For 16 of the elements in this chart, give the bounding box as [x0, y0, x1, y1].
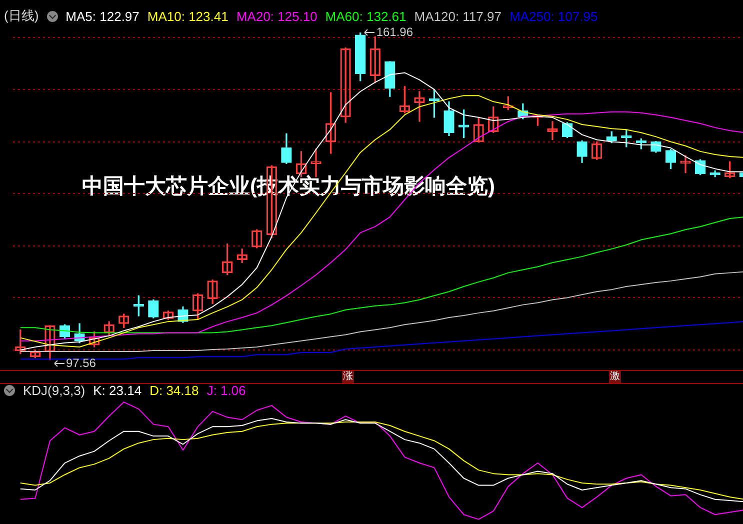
chart-title: KDJ(9,3,3): [23, 383, 86, 398]
text: 激: [609, 371, 621, 383]
annotation: 97.56: [66, 356, 96, 370]
chart-subtitle: (日线): [4, 7, 39, 25]
text: 涨: [342, 371, 354, 383]
text: MA250: 107.95: [509, 8, 598, 24]
text: MA10: 123.41: [147, 8, 228, 24]
text: MA20: 125.10: [236, 8, 318, 24]
text: MA60: 132.61: [325, 8, 406, 24]
annotation: 161.96: [376, 25, 414, 40]
candlestick: [680, 155, 691, 174]
series-label: J: 1.06: [206, 383, 246, 398]
text: MA5: 122.97: [66, 8, 140, 24]
text: D: 34.18: [150, 383, 199, 398]
text: K: 23.14: [93, 383, 142, 398]
text: MA120: 117.97: [414, 8, 502, 24]
